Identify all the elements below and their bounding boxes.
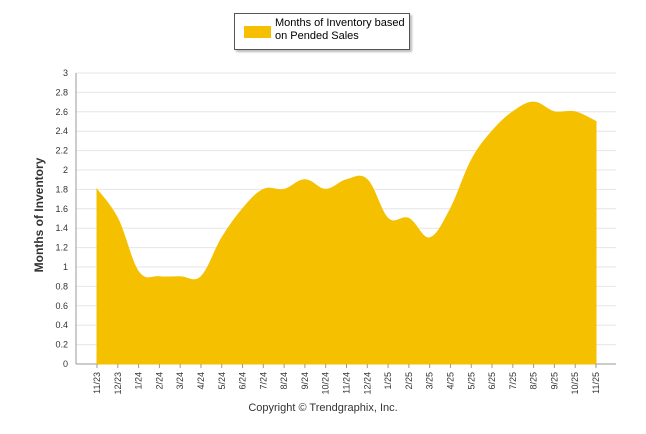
x-tick-label: 2/25 [404, 372, 414, 390]
y-tick-label: 2 [63, 165, 68, 175]
y-tick-label: 1.6 [55, 204, 68, 214]
x-tick-label: 11/25 [591, 372, 601, 394]
x-tick-label: 9/25 [549, 372, 559, 390]
y-tick-label: 3 [63, 68, 68, 78]
x-tick-label: 10/24 [321, 372, 331, 395]
y-tick-label: 1.2 [55, 243, 68, 253]
x-tick-label: 1/24 [134, 372, 144, 390]
x-tick-label: 1/25 [383, 372, 393, 390]
x-tick-label: 7/25 [508, 372, 518, 390]
y-tick-label: 2.2 [55, 146, 68, 156]
x-tick-label: 4/24 [196, 372, 206, 390]
y-tick-label: 0.4 [55, 320, 68, 330]
copyright-text: Copyright © Trendgraphix, Inc. [248, 402, 398, 414]
legend-label: Months of Inventory based on Pended Sale… [275, 17, 405, 42]
x-tick-label: 3/24 [175, 372, 185, 390]
y-tick-label: 0 [63, 359, 68, 369]
y-axis-label: Months of Inventory [32, 157, 46, 273]
y-tick-label: 2.6 [55, 107, 68, 117]
x-tick-label: 12/23 [113, 372, 123, 395]
x-tick-label: 9/24 [300, 372, 310, 390]
x-tick-label: 4/25 [445, 372, 455, 390]
x-tick-label: 6/24 [238, 372, 248, 390]
x-tick-label: 10/25 [570, 372, 580, 395]
x-tick-label: 6/25 [487, 372, 497, 390]
x-tick-label: 7/24 [258, 372, 268, 390]
y-tick-label: 0.8 [55, 281, 68, 291]
y-tick-label: 0.6 [55, 301, 68, 311]
x-tick-label: 5/24 [217, 372, 227, 390]
x-tick-label: 12/24 [362, 372, 372, 395]
x-tick-label: 5/25 [466, 372, 476, 390]
x-tick-label: 11/24 [342, 372, 352, 394]
x-tick-labels: 11/23 12/23 1/24 2/24 3/24 4/24 5/24 6/24 7/24 8/… [92, 364, 601, 395]
area-fill [96, 101, 597, 365]
x-tick-label: 3/25 [425, 372, 435, 390]
y-tick-label: 0.2 [55, 340, 68, 350]
y-tick-label: 2.8 [55, 87, 68, 97]
legend-swatch [244, 26, 271, 38]
x-tick-label: 2/24 [154, 372, 164, 390]
legend: Months of Inventory based on Pended Sale… [234, 13, 410, 50]
y-tick-labels: 0 0.2 0.4 0.6 0.8 1 1.2 1.4 1.6 1.8 2 2.2 2.4 2.6 2.8 3 [55, 68, 68, 369]
y-tick-label: 2.4 [55, 126, 68, 136]
y-tick-label: 1.4 [55, 223, 68, 233]
y-tick-label: 1.8 [55, 184, 68, 194]
y-tick-label: 1 [63, 262, 68, 272]
area-series [96, 101, 597, 365]
x-tick-label: 8/25 [529, 372, 539, 390]
x-tick-label: 11/23 [92, 372, 102, 394]
x-tick-label: 8/24 [279, 372, 289, 390]
